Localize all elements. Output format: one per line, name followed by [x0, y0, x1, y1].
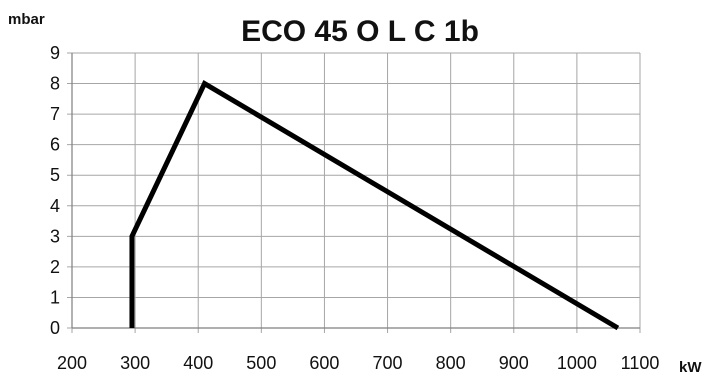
x-tick-labels: 200 300 400 500 600 700 800 900 1000 1100 [57, 353, 659, 373]
plot-series [129, 80, 620, 331]
x-tick-label: 200 [57, 353, 87, 373]
y-tick-label: 6 [50, 135, 60, 155]
y-tick-label: 0 [50, 318, 60, 338]
x-tick-label: 800 [436, 353, 466, 373]
x-tick-label: 700 [373, 353, 403, 373]
y-tick-label: 3 [50, 226, 60, 246]
y-axis-label: mbar [8, 11, 45, 28]
y-tick-labels: 0 1 2 3 4 5 6 7 8 9 [50, 43, 60, 338]
x-tick-label: 300 [120, 353, 150, 373]
x-axis-label: kW [679, 359, 702, 376]
x-tick-label: 1100 [621, 353, 660, 373]
chart-title: ECO 45 O L C 1b [241, 15, 479, 48]
y-tick-label: 7 [50, 104, 60, 124]
series-line [129, 80, 620, 331]
x-tick-label: 600 [309, 353, 339, 373]
y-tick-label: 9 [50, 43, 60, 63]
y-tick-label: 5 [50, 165, 60, 185]
y-tick-label: 8 [50, 74, 60, 94]
y-tick-label: 4 [50, 196, 60, 216]
x-tick-label: 1000 [557, 353, 597, 373]
axes [71, 53, 640, 329]
x-tick-label: 500 [246, 353, 276, 373]
y-tick-label: 1 [50, 287, 60, 307]
x-tick-label: 400 [183, 353, 213, 373]
y-tick-label: 2 [50, 257, 60, 277]
x-tick-label: 900 [499, 353, 529, 373]
